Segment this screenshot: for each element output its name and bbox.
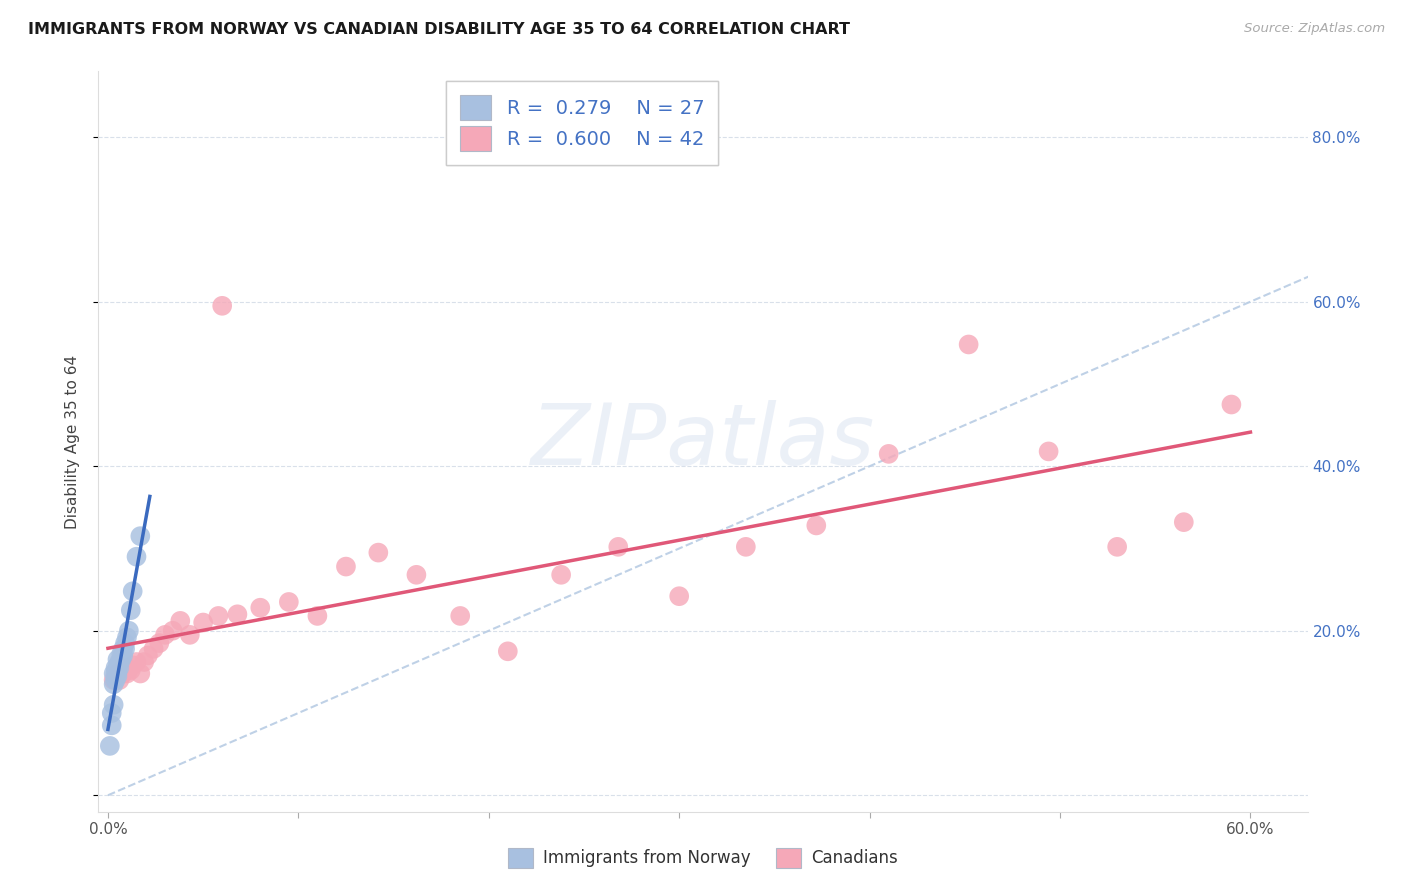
Point <box>877 447 900 461</box>
Point <box>115 666 138 681</box>
Point <box>496 644 519 658</box>
Point <box>103 698 125 712</box>
Point <box>148 636 170 650</box>
Point <box>607 540 630 554</box>
Point <box>108 661 131 675</box>
Point <box>110 647 132 661</box>
Text: Source: ZipAtlas.com: Source: ZipAtlas.com <box>1244 22 1385 36</box>
Point <box>120 663 142 677</box>
Point <box>405 567 427 582</box>
Point <box>110 652 132 666</box>
Point <box>125 549 148 564</box>
Point <box>668 589 690 603</box>
Point <box>114 636 136 650</box>
Point <box>112 648 135 663</box>
Point <box>103 677 125 691</box>
Point <box>121 658 143 673</box>
Point <box>129 666 152 681</box>
Point <box>550 567 572 582</box>
Point <box>107 669 129 683</box>
Point <box>104 673 127 687</box>
Legend: Immigrants from Norway, Canadians: Immigrants from Norway, Canadians <box>502 841 904 875</box>
Point <box>110 663 132 677</box>
Point <box>136 648 159 663</box>
Point <box>107 661 129 675</box>
Point <box>335 559 357 574</box>
Point <box>104 666 127 681</box>
Point <box>118 624 141 638</box>
Point <box>142 641 165 656</box>
Point <box>207 609 229 624</box>
Point <box>134 655 156 669</box>
Point <box>107 665 129 679</box>
Point <box>169 614 191 628</box>
Point <box>129 529 152 543</box>
Point <box>162 624 184 638</box>
Point <box>191 615 214 630</box>
Point <box>103 673 125 687</box>
Point <box>104 661 127 675</box>
Point <box>107 666 129 681</box>
Point <box>1220 398 1243 412</box>
Text: IMMIGRANTS FROM NORWAY VS CANADIAN DISABILITY AGE 35 TO 64 CORRELATION CHART: IMMIGRANTS FROM NORWAY VS CANADIAN DISAB… <box>28 22 851 37</box>
Point <box>1173 515 1195 529</box>
Point <box>125 655 148 669</box>
Legend: R =  0.279    N = 27, R =  0.600    N = 42: R = 0.279 N = 27, R = 0.600 N = 42 <box>446 81 718 165</box>
Point <box>1107 540 1129 554</box>
Point <box>100 718 122 732</box>
Point <box>98 739 121 753</box>
Point <box>100 706 122 720</box>
Point <box>103 666 125 681</box>
Y-axis label: Disability Age 35 to 64: Disability Age 35 to 64 <box>65 354 80 529</box>
Point <box>112 666 135 681</box>
Point <box>211 299 233 313</box>
Text: ZIPatlas: ZIPatlas <box>531 400 875 483</box>
Point <box>121 584 143 599</box>
Point <box>249 600 271 615</box>
Point <box>307 609 329 624</box>
Point <box>957 337 980 351</box>
Point <box>115 661 138 675</box>
Point <box>367 546 389 560</box>
Point <box>108 673 131 687</box>
Point <box>153 628 176 642</box>
Point <box>108 655 131 669</box>
Point <box>114 641 136 656</box>
Point <box>179 628 201 642</box>
Point <box>449 609 471 624</box>
Point <box>277 595 299 609</box>
Point <box>112 641 135 656</box>
Point <box>1038 444 1060 458</box>
Point <box>120 603 142 617</box>
Point <box>115 630 138 644</box>
Point <box>806 518 828 533</box>
Point <box>226 607 249 622</box>
Point <box>107 652 129 666</box>
Point <box>734 540 756 554</box>
